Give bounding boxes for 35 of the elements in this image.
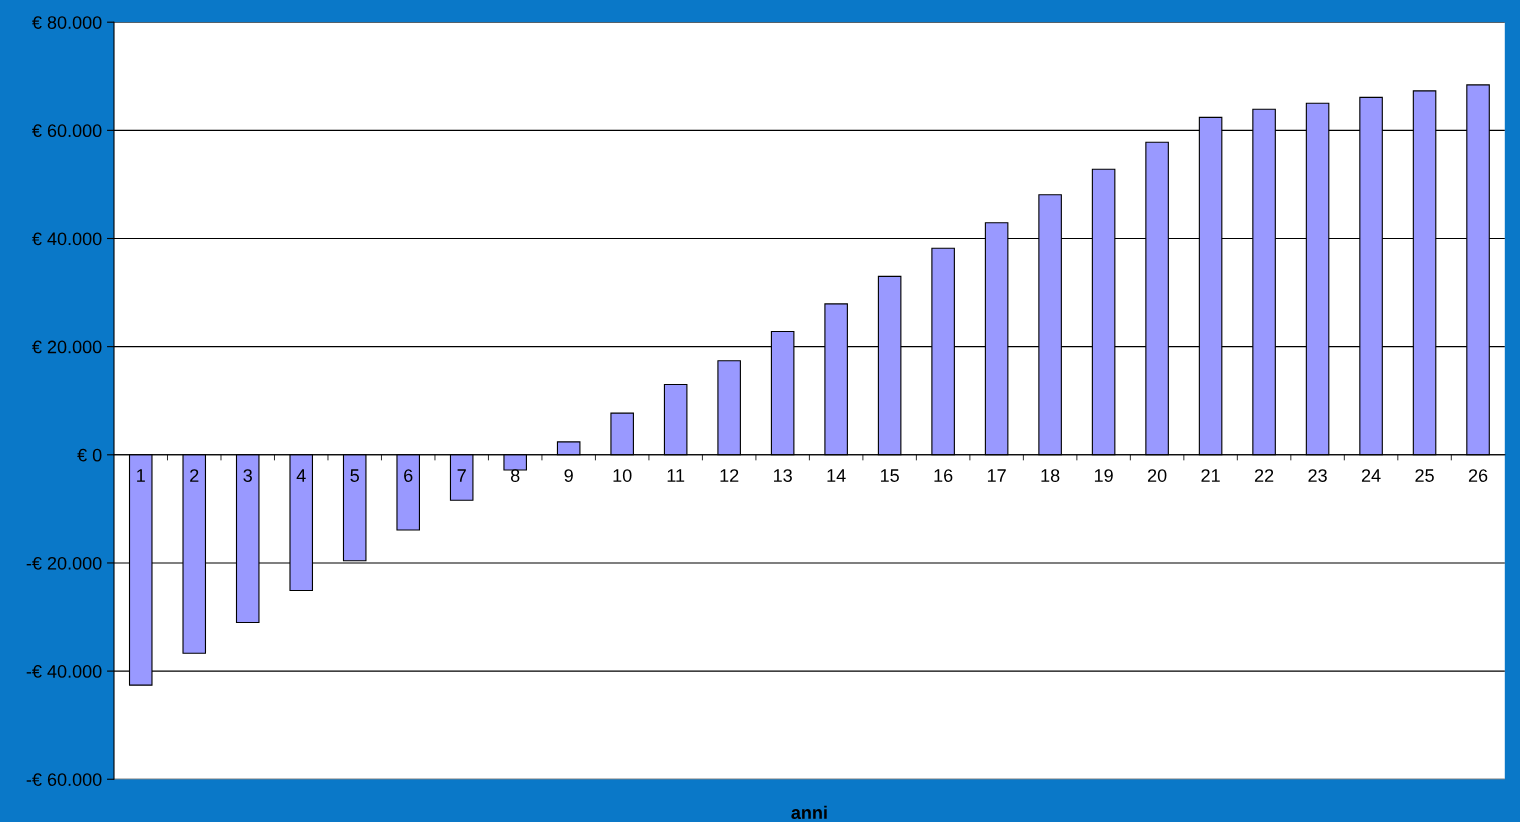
y-tick-label: € 0	[77, 448, 102, 462]
x-tick-label: 23	[1308, 469, 1327, 482]
x-tick-label: 24	[1361, 469, 1381, 482]
y-tick-label: € 40.000	[32, 232, 102, 246]
y-tick-label: € 20.000	[32, 340, 102, 354]
y-tick-label: € 80.000	[32, 16, 102, 29]
y-tick-label: -€ 60.000	[26, 773, 102, 786]
y-tick-label: -€ 40.000	[26, 665, 102, 678]
x-tick-label: 20	[1147, 469, 1167, 482]
x-tick-label: 10	[613, 469, 632, 482]
x-tick-label: 6	[404, 469, 413, 482]
x-tick-label: 1	[137, 469, 145, 482]
x-tick-label: 4	[296, 469, 306, 482]
x-tick-label: 15	[880, 469, 899, 482]
x-tick-label: 26	[1468, 469, 1488, 482]
x-tick-label: 21	[1201, 469, 1220, 482]
x-tick-label: 22	[1254, 469, 1274, 482]
x-tick-label: 25	[1415, 469, 1434, 482]
x-tick-label: 2	[190, 469, 199, 482]
x-tick-label: 5	[350, 469, 359, 482]
x-tick-label: 11	[667, 469, 685, 482]
x-tick-label: 3	[243, 469, 252, 482]
x-tick-label: 13	[773, 469, 792, 482]
x-tick-label: 18	[1041, 469, 1060, 482]
y-tick-label: € 60.000	[32, 124, 102, 138]
x-tick-label: 9	[564, 469, 573, 482]
x-tick-label: 14	[827, 469, 846, 482]
x-tick-label: 16	[934, 469, 953, 482]
x-tick-label: 17	[987, 469, 1006, 482]
x-axis-title: anni	[791, 805, 827, 820]
x-tick-label: 8	[510, 469, 520, 482]
x-tick-label: 12	[720, 469, 739, 482]
x-tick-label: 19	[1094, 469, 1113, 482]
x-tick-label: 7	[457, 469, 466, 482]
y-tick-label: -€ 20.000	[26, 556, 102, 570]
